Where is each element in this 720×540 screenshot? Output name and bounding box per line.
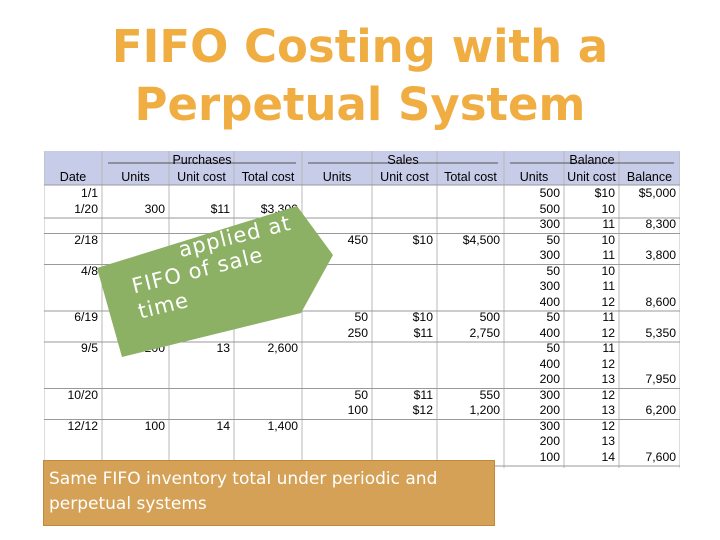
- table-cell: 300: [539, 217, 560, 231]
- table-cell: 11: [602, 341, 615, 355]
- table-cell: 500: [539, 201, 560, 216]
- table-cell: 500: [479, 310, 500, 324]
- slide-title: FIFO Costing with a Perpetual System: [0, 18, 720, 134]
- table-cell: 12: [601, 356, 615, 371]
- balance-header: Balance: [569, 153, 615, 167]
- table-cell: 400: [539, 294, 560, 309]
- table-cell: 12: [601, 294, 615, 309]
- header-band: [44, 151, 680, 185]
- column-header: Unit cost: [177, 170, 226, 184]
- table-cell: 100: [539, 449, 560, 464]
- column-header: Units: [322, 170, 352, 184]
- table-cell: 1/1: [81, 186, 98, 200]
- table-cell: 100: [144, 418, 165, 433]
- table-cell: 50: [546, 341, 560, 355]
- column-header: Units: [519, 170, 549, 184]
- table-cell: 12: [601, 387, 615, 402]
- table-cell: 11: [602, 279, 615, 293]
- table-cell: 6/19: [74, 310, 98, 324]
- table-cell: 50: [546, 310, 560, 324]
- table-cell: 50: [546, 232, 560, 247]
- column-header: Total cost: [444, 170, 497, 184]
- table-cell: $11: [413, 325, 433, 340]
- table-cell: 5,350: [645, 325, 677, 340]
- table-cell: 1,200: [469, 403, 501, 417]
- table-cell: 300: [539, 418, 560, 433]
- table-cell: 100: [347, 403, 368, 417]
- table-cell: 12: [601, 418, 615, 433]
- table-cell: $10: [412, 232, 433, 247]
- column-header: Unit cost: [567, 170, 616, 184]
- table-cell: 7,950: [645, 372, 677, 386]
- summary-note-text: Same FIFO inventory total under periodic…: [49, 469, 438, 514]
- table-cell: 12: [601, 325, 615, 340]
- table-cell: 9/5: [81, 341, 98, 355]
- table-cell: $11: [210, 201, 230, 216]
- table-cell: 400: [539, 356, 560, 371]
- column-header: Unit cost: [380, 170, 429, 184]
- table-cell: 3,800: [645, 248, 677, 262]
- table-cell: $11: [413, 387, 433, 402]
- column-header: Units: [121, 170, 150, 184]
- table-cell: 250: [347, 325, 368, 340]
- table-cell: 4/8: [81, 263, 98, 278]
- table-cell: 1,400: [267, 418, 299, 433]
- column-header: Total cost: [241, 170, 295, 184]
- table-cell: 8,300: [645, 217, 677, 231]
- table-cell: 7,600: [645, 449, 677, 464]
- table-cell: 13: [601, 372, 615, 386]
- table-cell: $4,500: [462, 232, 500, 247]
- column-header: Date: [59, 170, 87, 184]
- table-cell: 2,750: [469, 325, 501, 340]
- table-cell: 450: [347, 232, 368, 247]
- table-cell: 300: [539, 279, 560, 293]
- table-cell: 200: [539, 434, 560, 448]
- table-cell: 10/20: [67, 387, 99, 402]
- table-cell: 300: [144, 201, 165, 216]
- table-cell: 11: [602, 217, 615, 231]
- table-cell: $5,000: [638, 186, 676, 200]
- column-header: Balance: [626, 170, 673, 184]
- table-cell: 10: [601, 201, 615, 216]
- table-cell: 50: [354, 310, 368, 324]
- table-cell: 10: [601, 263, 615, 278]
- table-cell: $10: [594, 186, 615, 200]
- table-cell: 11: [602, 248, 615, 262]
- table-grid: [44, 151, 680, 468]
- slide-title-line-1: FIFO Costing with a: [111, 20, 609, 73]
- purchases-header: Purchases: [172, 153, 232, 167]
- table-cell: 2,600: [267, 341, 299, 355]
- summary-note: Same FIFO inventory total under periodic…: [43, 460, 495, 526]
- table-cell: 14: [601, 449, 615, 464]
- table-cell: 13: [601, 403, 615, 417]
- table-cell: 8,600: [645, 294, 677, 309]
- table-cell: 300: [539, 387, 560, 402]
- table-cell: 6,200: [645, 403, 677, 417]
- table-cell: 400: [539, 325, 560, 340]
- table-cell: 10: [601, 232, 615, 247]
- slide-title-line-2: Perpetual System: [134, 78, 586, 131]
- table-cell: 50: [354, 387, 368, 402]
- table-cell: 50: [546, 263, 560, 278]
- table-cell: 14: [216, 418, 230, 433]
- table-cell: 300: [539, 248, 560, 262]
- table-cell: 200: [539, 403, 560, 417]
- table-cell: 550: [479, 387, 500, 402]
- table-cell: $12: [412, 403, 433, 417]
- table-cell: $10: [412, 310, 433, 324]
- table-cell: 2/18: [74, 232, 98, 247]
- table-cell: 500: [539, 186, 560, 200]
- table-cell: 11: [602, 310, 615, 324]
- table-cell: 200: [539, 372, 560, 386]
- table-cell: 1/20: [74, 201, 98, 216]
- table-cell: 13: [601, 434, 615, 448]
- sales-header: Sales: [387, 153, 419, 167]
- table-cell: 12/12: [67, 418, 99, 433]
